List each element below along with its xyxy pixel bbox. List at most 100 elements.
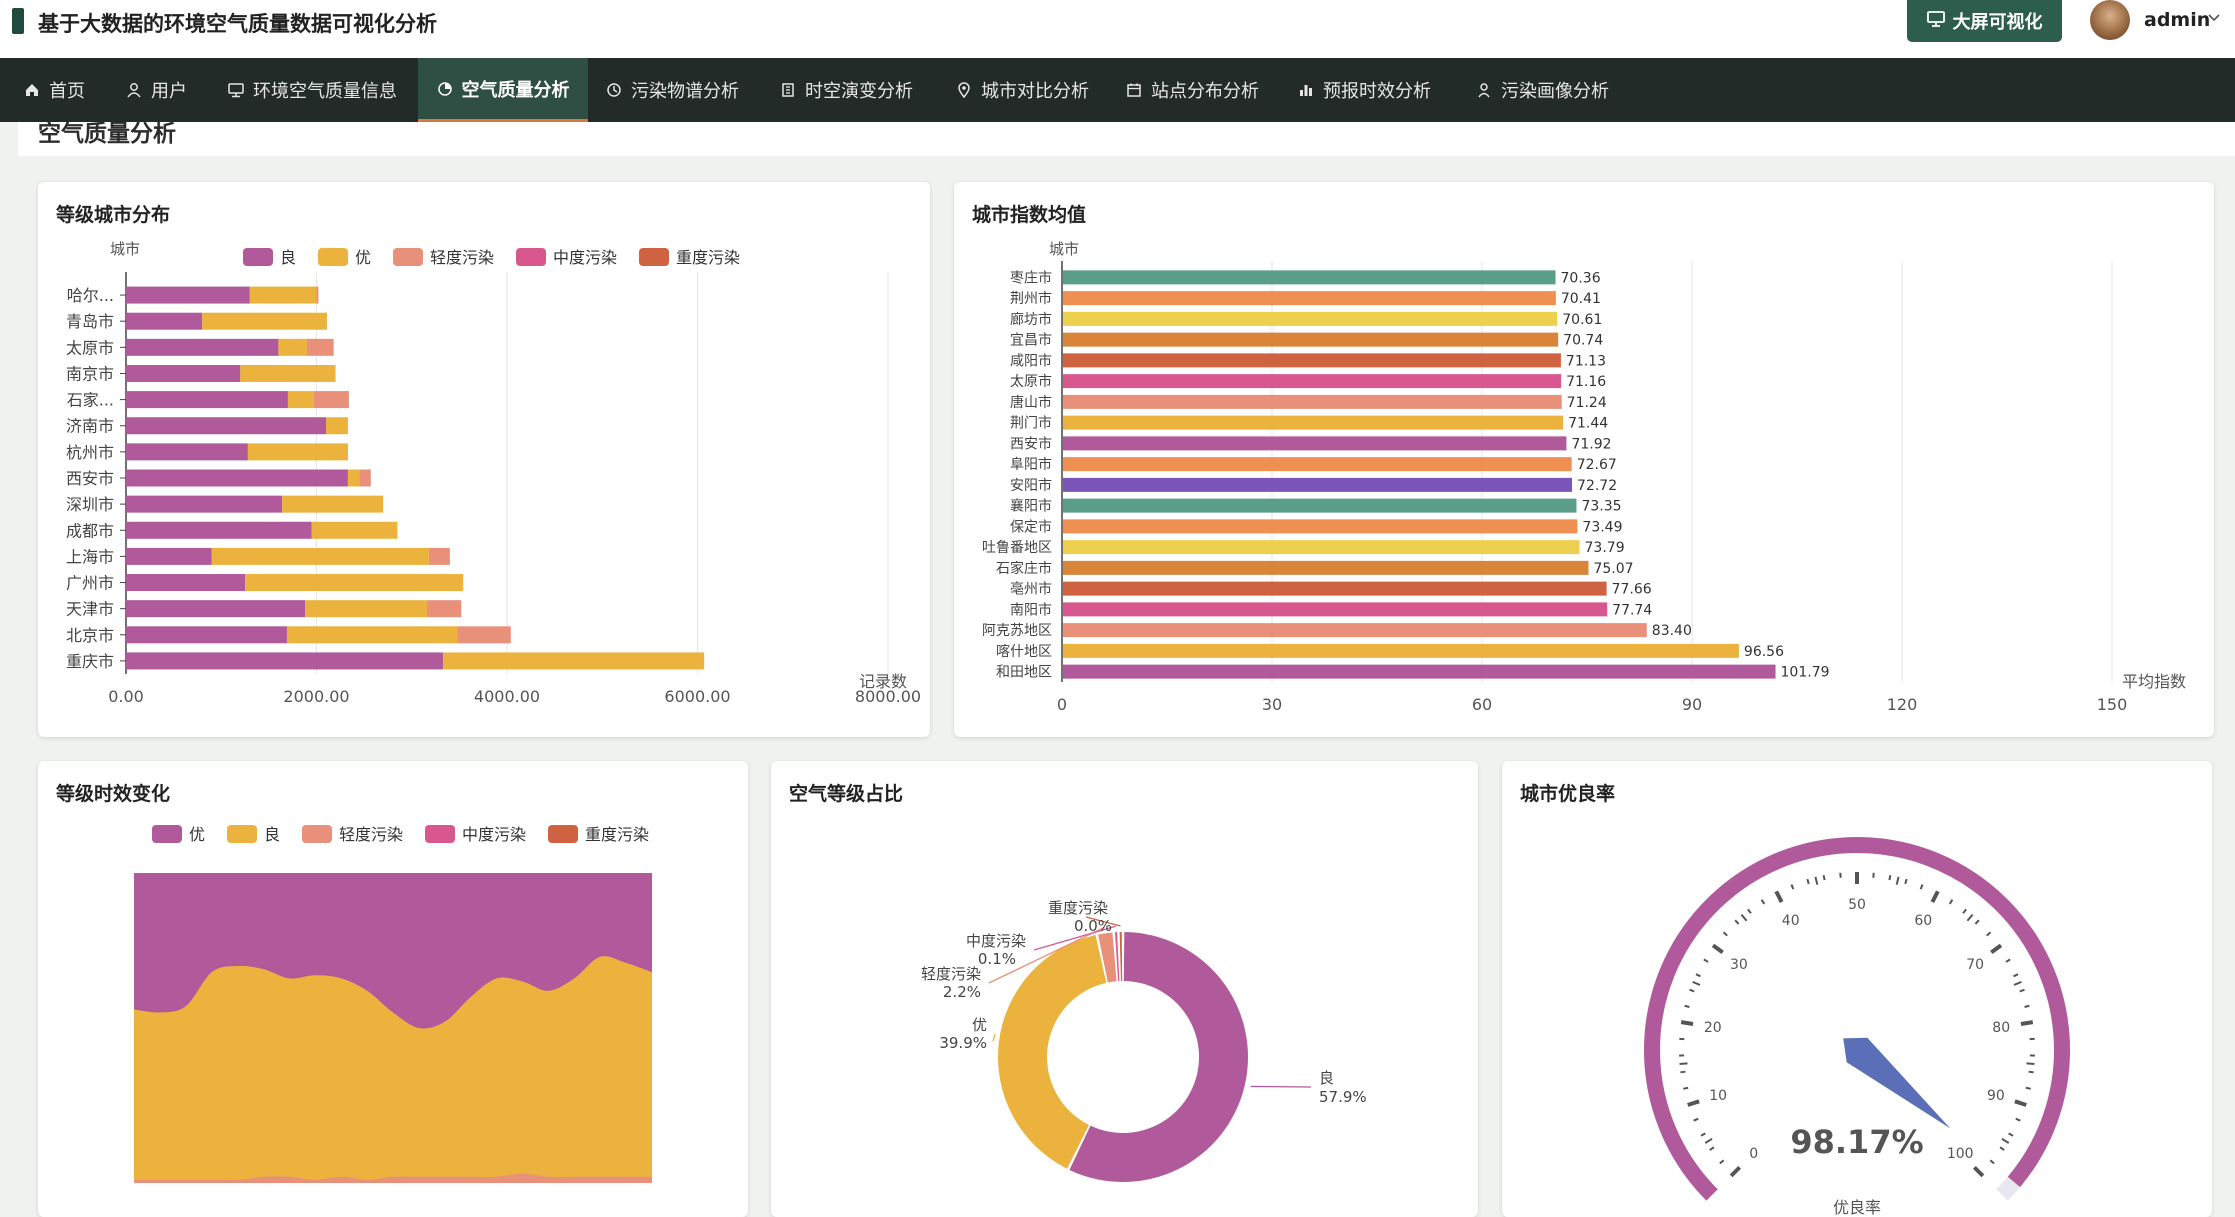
- nav-item-2[interactable]: 环境空气质量信息: [228, 58, 397, 122]
- bar-10: [1063, 477, 1573, 492]
- bar-segment-8-0: [126, 495, 283, 513]
- y-axis-title: 城市: [1049, 240, 1079, 258]
- gauge-tick-78: [2024, 1004, 2030, 1008]
- person-icon: [1476, 82, 1492, 98]
- gauge-tick-98: [1989, 1159, 1995, 1165]
- donut-slice-3: [1115, 932, 1120, 982]
- gauge-tick-55: [1895, 876, 1900, 885]
- nav-item-8[interactable]: 预报时效分析: [1298, 58, 1431, 122]
- gauge-value: 98.17%: [1790, 1123, 1923, 1161]
- user-name[interactable]: admin: [2144, 9, 2211, 31]
- x-tick-label-3: 6000.00: [664, 687, 730, 706]
- nav-item-9[interactable]: 污染画像分析: [1476, 58, 1609, 122]
- leader-line-0: [1250, 1085, 1312, 1088]
- y-tick-label-14: 石家庄市: [996, 560, 1052, 577]
- bar-segment-2-0: [126, 338, 279, 356]
- y-tick-label-1: 青岛市: [66, 312, 114, 331]
- value-label-15: 77.66: [1612, 582, 1652, 598]
- bigscreen-button[interactable]: 大屏可视化: [1907, 0, 2062, 42]
- city-index-chart: 城市 0 30 60 90 120 150 平均指数 枣庄市 70.36 荆州市 70.41 廊坊市 70…: [982, 240, 2186, 714]
- nav-label: 污染物谱分析: [631, 81, 739, 102]
- y-tick-label-9: 成都市: [66, 521, 114, 540]
- x-tick-label-5: 150: [2097, 695, 2128, 714]
- legend-label-3: 中度污染: [553, 248, 617, 267]
- gauge-tick-label-2: 20: [1704, 1020, 1722, 1036]
- slice-name-1: 优: [972, 1016, 987, 1034]
- legend-label-4: 重度污染: [676, 248, 740, 267]
- chevron-down-icon[interactable]: [2207, 8, 2221, 27]
- nav-item-1[interactable]: 用户: [126, 58, 187, 122]
- value-label-1: 70.41: [1561, 291, 1601, 307]
- avatar[interactable]: [2090, 0, 2130, 40]
- value-label-16: 77.74: [1612, 602, 1652, 618]
- gauge-tick-90: [2014, 1099, 2027, 1107]
- bar-9: [1063, 457, 1572, 472]
- bar-segment-11-1: [245, 574, 464, 592]
- nav-item-7[interactable]: 站点分布分析: [1126, 58, 1259, 122]
- slice-name-4: 重度污染: [1048, 899, 1108, 917]
- y-tick-label-7: 西安市: [66, 469, 114, 488]
- legend-swatch-4: [548, 825, 578, 843]
- gauge-progress: [1644, 837, 2070, 1201]
- bar-segment-10-1: [211, 547, 429, 565]
- nav-item-4[interactable]: 污染物谱分析: [606, 58, 739, 122]
- gauge-tick-label-1: 10: [1709, 1088, 1727, 1104]
- legend-label-0: 优: [189, 825, 205, 844]
- y-tick-label-3: 宜昌市: [1010, 332, 1052, 349]
- slice-value-0: 57.9%: [1319, 1088, 1367, 1106]
- nav-item-0[interactable]: 首页: [24, 58, 85, 122]
- monitor-icon: [1926, 10, 1945, 32]
- nav-item-5[interactable]: 时空演变分析: [780, 58, 913, 122]
- legend-label-0: 良: [280, 248, 296, 267]
- gauge-tick-32: [1722, 931, 1728, 937]
- y-tick-label-2: 太原市: [66, 338, 114, 357]
- nav-label: 空气质量分析: [461, 79, 570, 101]
- nav-label: 站点分布分析: [1151, 81, 1259, 102]
- gauge-tick-74: [2013, 973, 2019, 978]
- city-index-card: 城市指数均值 城市 0 30 60 90 120 150 平均指数 枣庄市 70.36 荆州市 70.…: [954, 182, 2214, 737]
- gauge-tick-62: [1948, 899, 1954, 905]
- nav-item-6[interactable]: 城市对比分析: [956, 58, 1089, 122]
- y-tick-label-6: 唐山市: [1010, 394, 1052, 411]
- donut-slice-2: [1098, 932, 1117, 983]
- bar-chart-icon: [1298, 82, 1314, 98]
- bar-2: [1063, 311, 1558, 326]
- y-tick-label-0: 枣庄市: [1010, 269, 1052, 286]
- bar-1: [1063, 291, 1556, 306]
- legend-swatch-2: [393, 248, 423, 266]
- gauge-tick-label-6: 60: [1914, 913, 1932, 929]
- bar-segment-4-2: [313, 391, 349, 409]
- legend-label-2: 轻度污染: [430, 248, 494, 267]
- legend-swatch-1: [227, 825, 257, 843]
- donut-slice-4: [1119, 932, 1123, 982]
- gauge-tick-10: [1687, 1099, 1700, 1107]
- bar-segment-7-0: [126, 469, 348, 487]
- gauge-tick-75: [2013, 980, 2022, 986]
- value-label-8: 71.92: [1571, 436, 1611, 452]
- gauge-tick-24: [1689, 988, 1695, 993]
- gauge-tick-14: [1680, 1070, 1686, 1074]
- grade-time-chart: 优 良 轻度污染 中度污染 重度污染: [134, 825, 652, 1183]
- nav-label: 城市对比分析: [981, 81, 1089, 102]
- y-tick-label-12: 保定市: [1010, 518, 1052, 535]
- x-axis-title: 平均指数: [2122, 672, 2186, 691]
- y-tick-label-5: 太原市: [1010, 373, 1052, 390]
- bar-segment-3-0: [126, 364, 241, 382]
- gauge-pointer: [1843, 1037, 1951, 1129]
- top-bar: 基于大数据的环境空气质量数据可视化分析 大屏可视化 admin: [0, 0, 2235, 58]
- gauge-tick-35: [1740, 913, 1748, 922]
- grade-share-card: 空气等级占比 良 57.9% 优 39.9% 轻度污染 2.2% 中度污染 0.1% 重度污染 0…: [771, 761, 1478, 1217]
- y-tick-label-8: 深圳市: [66, 495, 114, 514]
- bar-6: [1063, 394, 1562, 409]
- area-2: [134, 1173, 652, 1183]
- bar-0: [1063, 270, 1556, 285]
- gauge-tick-46: [1822, 874, 1826, 881]
- bar-segment-5-0: [126, 417, 327, 435]
- nav-item-3[interactable]: 空气质量分析: [418, 58, 588, 122]
- value-label-2: 70.61: [1562, 312, 1602, 328]
- y-tick-label-15: 亳州市: [1010, 581, 1052, 598]
- leader-line-1: [992, 1033, 996, 1042]
- gauge-tick-76: [2019, 988, 2025, 993]
- x-tick-label-1: 2000.00: [283, 687, 349, 706]
